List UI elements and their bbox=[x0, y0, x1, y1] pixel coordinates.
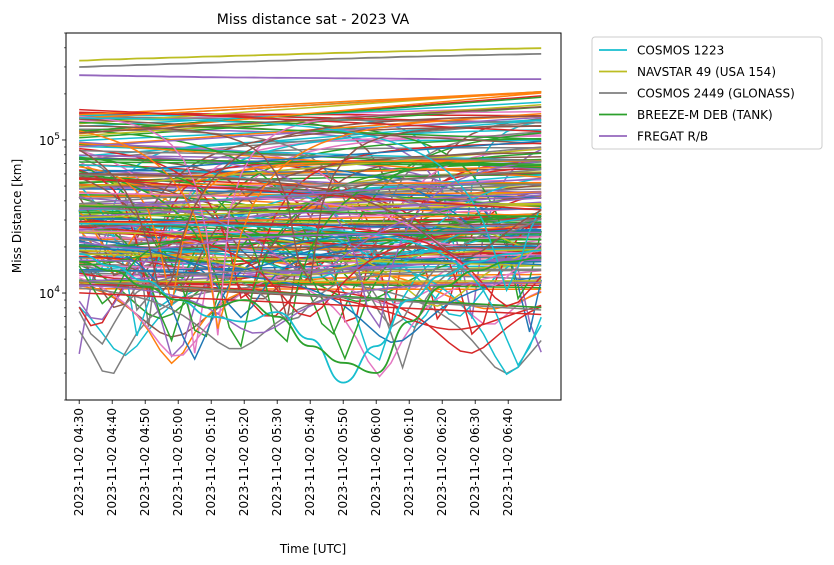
trajectory-line bbox=[79, 172, 542, 258]
trajectory-line bbox=[79, 116, 542, 148]
trajectory-line bbox=[78, 268, 542, 346]
x-tick-label: 2023-11-02 04:50 bbox=[138, 408, 152, 516]
trajectory-line bbox=[78, 160, 542, 258]
trajectory-line bbox=[79, 264, 542, 378]
y-tick-label: 105 bbox=[39, 132, 60, 148]
trajectory-line bbox=[79, 148, 542, 189]
x-tick-label: 2023-11-02 06:10 bbox=[402, 408, 416, 516]
trajectory-line bbox=[79, 140, 542, 175]
x-tick-label: 2023-11-02 05:20 bbox=[237, 408, 251, 516]
series-line-2 bbox=[79, 47, 542, 62]
x-tick-label: 2023-11-02 05:30 bbox=[270, 408, 284, 516]
legend-label: NAVSTAR 49 (USA 154) bbox=[637, 65, 776, 79]
trajectory-line bbox=[79, 292, 542, 316]
x-tick-label: 2023-11-02 06:00 bbox=[369, 408, 383, 516]
trajectory-line bbox=[79, 117, 542, 293]
trajectory-line bbox=[79, 192, 542, 218]
trajectory-line bbox=[79, 192, 542, 287]
x-tick-label: 2023-11-02 05:40 bbox=[303, 408, 317, 516]
trajectory-line bbox=[79, 196, 542, 275]
trajectory-line bbox=[79, 216, 542, 233]
series-line-4 bbox=[79, 256, 542, 374]
trajectory-line bbox=[79, 115, 542, 329]
trajectory-line bbox=[79, 281, 542, 334]
plot-lines bbox=[78, 47, 542, 384]
trajectory-line bbox=[79, 224, 542, 358]
trajectory-line bbox=[79, 154, 542, 329]
trajectory-line bbox=[79, 111, 542, 336]
x-tick-label: 2023-11-02 06:20 bbox=[435, 408, 449, 516]
legend-label: COSMOS 1223 bbox=[637, 44, 724, 58]
x-tick-label: 2023-11-02 05:10 bbox=[204, 408, 218, 516]
x-axis: 2023-11-02 04:30 2023-11-02 04:40 2023-11-… bbox=[72, 400, 515, 516]
trajectory-line bbox=[79, 268, 542, 344]
series-line-1 bbox=[79, 249, 542, 384]
legend-label: COSMOS 2449 (GLONASS) bbox=[637, 87, 795, 101]
trajectory-line bbox=[79, 205, 542, 218]
trajectory-line bbox=[79, 106, 542, 134]
y-tick-label: 104 bbox=[39, 285, 60, 301]
trajectory-line bbox=[79, 177, 542, 211]
trajectory-line bbox=[79, 187, 542, 199]
trajectory-line bbox=[79, 174, 542, 235]
trajectory-line bbox=[79, 119, 542, 158]
x-tick-label: 2023-11-02 05:00 bbox=[171, 408, 185, 516]
y-axis: 104 105 bbox=[39, 32, 66, 401]
x-tick-label: 2023-11-02 04:40 bbox=[105, 408, 119, 516]
trajectory-line bbox=[79, 159, 542, 306]
chart-title: Miss distance sat - 2023 VA bbox=[217, 12, 410, 28]
x-tick-label: 2023-11-02 06:40 bbox=[501, 408, 515, 516]
trajectory-line bbox=[79, 183, 542, 209]
trajectory-line bbox=[79, 158, 542, 166]
legend: COSMOS 1223 NAVSTAR 49 (USA 154) COSMOS 24… bbox=[591, 36, 823, 150]
trajectory-line bbox=[79, 92, 542, 135]
legend-label: BREEZE-M DEB (TANK) bbox=[637, 108, 773, 122]
trajectory-line bbox=[78, 129, 542, 337]
trajectory-line bbox=[79, 149, 542, 162]
x-tick-label: 2023-11-02 04:30 bbox=[72, 408, 86, 516]
trajectory-line bbox=[79, 207, 542, 329]
legend-frame bbox=[591, 36, 823, 150]
series-line-5 bbox=[79, 74, 542, 80]
y-axis-label: Miss Distance [km] bbox=[10, 159, 24, 273]
series-line-3 bbox=[79, 53, 542, 68]
trajectory-line bbox=[79, 231, 542, 250]
trajectory-line bbox=[78, 151, 542, 287]
x-axis-label: Time [UTC] bbox=[279, 542, 346, 556]
x-tick-label: 2023-11-02 05:50 bbox=[336, 408, 350, 516]
x-tick-label: 2023-11-02 06:30 bbox=[468, 408, 482, 516]
plot-frame bbox=[65, 32, 562, 401]
trajectory-line bbox=[79, 142, 542, 178]
legend-label: FREGAT R/B bbox=[637, 130, 708, 144]
trajectory-line bbox=[79, 91, 542, 116]
trajectory-line bbox=[78, 115, 542, 296]
